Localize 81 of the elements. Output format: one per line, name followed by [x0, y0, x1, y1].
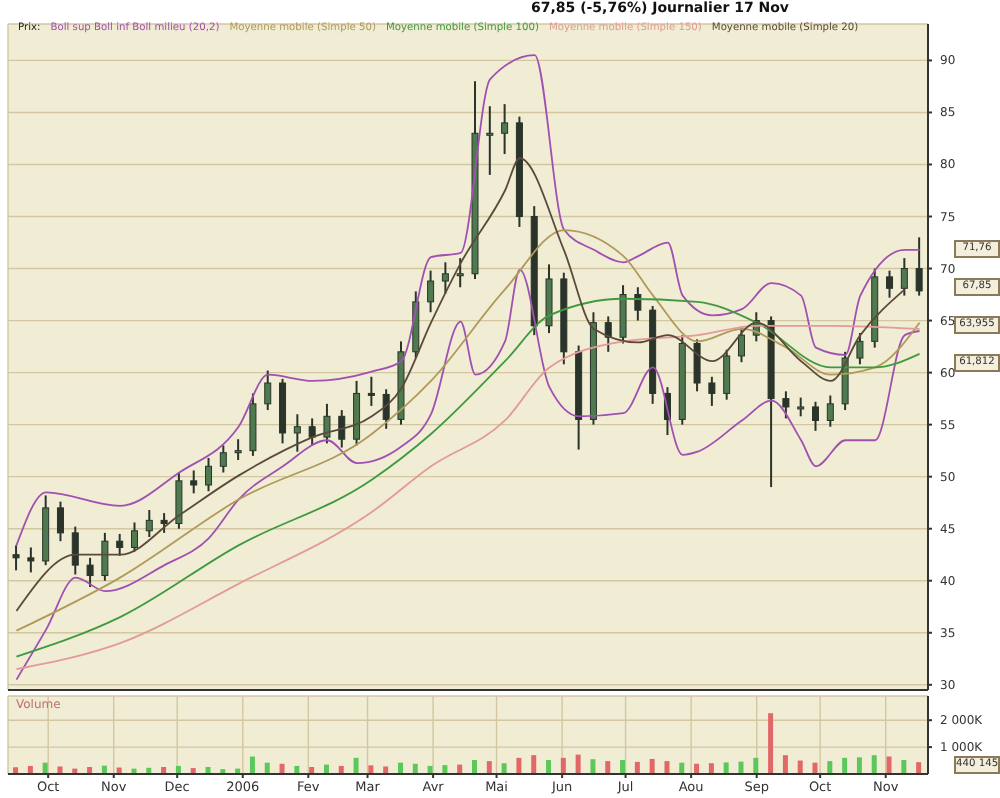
candlestick	[604, 315, 612, 353]
line-series	[15, 157, 906, 612]
candlestick	[175, 471, 183, 530]
bar	[842, 757, 848, 774]
candlestick	[634, 286, 642, 322]
bar	[797, 760, 803, 774]
candlestick	[367, 375, 375, 407]
bar	[560, 757, 566, 774]
bar	[486, 761, 492, 774]
candlestick	[27, 546, 35, 574]
bar	[620, 760, 626, 774]
candlestick	[190, 469, 198, 495]
candlestick	[693, 338, 701, 393]
candlestick	[56, 500, 64, 543]
candlestick	[708, 375, 716, 407]
bar	[871, 755, 877, 774]
bar	[249, 756, 255, 774]
line-series	[15, 229, 921, 632]
bar	[368, 765, 374, 774]
candlestick	[886, 269, 894, 299]
candlestick	[619, 284, 627, 345]
candlestick	[501, 103, 509, 156]
candlestick	[915, 236, 923, 297]
candlestick	[116, 532, 124, 557]
candlestick	[234, 438, 242, 462]
bar	[886, 756, 892, 774]
candlestick	[130, 521, 138, 553]
bar	[575, 754, 581, 774]
candlestick	[353, 379, 361, 447]
candlestick	[723, 348, 731, 401]
bar	[383, 766, 389, 774]
bar	[57, 766, 63, 774]
candlestick	[427, 269, 435, 314]
candlestick	[797, 396, 805, 418]
bar	[753, 757, 759, 774]
candlestick	[900, 257, 908, 297]
bar	[531, 755, 537, 774]
bar	[590, 759, 596, 774]
line-series	[15, 54, 921, 547]
candlestick	[826, 394, 834, 428]
candlestick	[205, 456, 213, 493]
candlestick	[293, 413, 301, 453]
candlestick	[308, 417, 316, 447]
bar	[472, 760, 477, 774]
bar	[827, 761, 833, 774]
candlestick	[12, 544, 20, 572]
bar	[353, 757, 359, 774]
candlestick	[160, 512, 168, 534]
bar	[768, 713, 774, 774]
bar	[649, 758, 655, 774]
bar	[501, 763, 507, 774]
candlestick	[71, 525, 79, 576]
bar	[442, 765, 448, 774]
bar	[546, 760, 552, 774]
bar	[916, 762, 922, 774]
candlestick	[856, 332, 864, 366]
candlestick	[86, 556, 94, 588]
candlestick	[441, 261, 449, 295]
bar	[856, 757, 862, 774]
candlestick	[323, 402, 331, 445]
bar	[708, 763, 714, 774]
bar	[516, 757, 522, 774]
bar	[605, 761, 611, 774]
candlestick	[545, 263, 553, 335]
candlestick	[812, 400, 820, 432]
candlestick	[737, 325, 745, 364]
candlestick	[456, 257, 464, 289]
candlestick	[782, 390, 790, 420]
candlestick	[249, 392, 257, 457]
candlestick	[486, 105, 494, 176]
candlestick	[219, 444, 227, 474]
bar	[664, 761, 670, 774]
candlestick	[264, 369, 272, 412]
candlestick	[338, 409, 346, 449]
bar	[901, 760, 907, 774]
bar	[782, 755, 788, 774]
bar	[723, 762, 729, 774]
candlestick	[101, 531, 109, 582]
bar	[634, 761, 640, 774]
candlestick	[145, 508, 153, 539]
candlestick	[841, 350, 849, 412]
